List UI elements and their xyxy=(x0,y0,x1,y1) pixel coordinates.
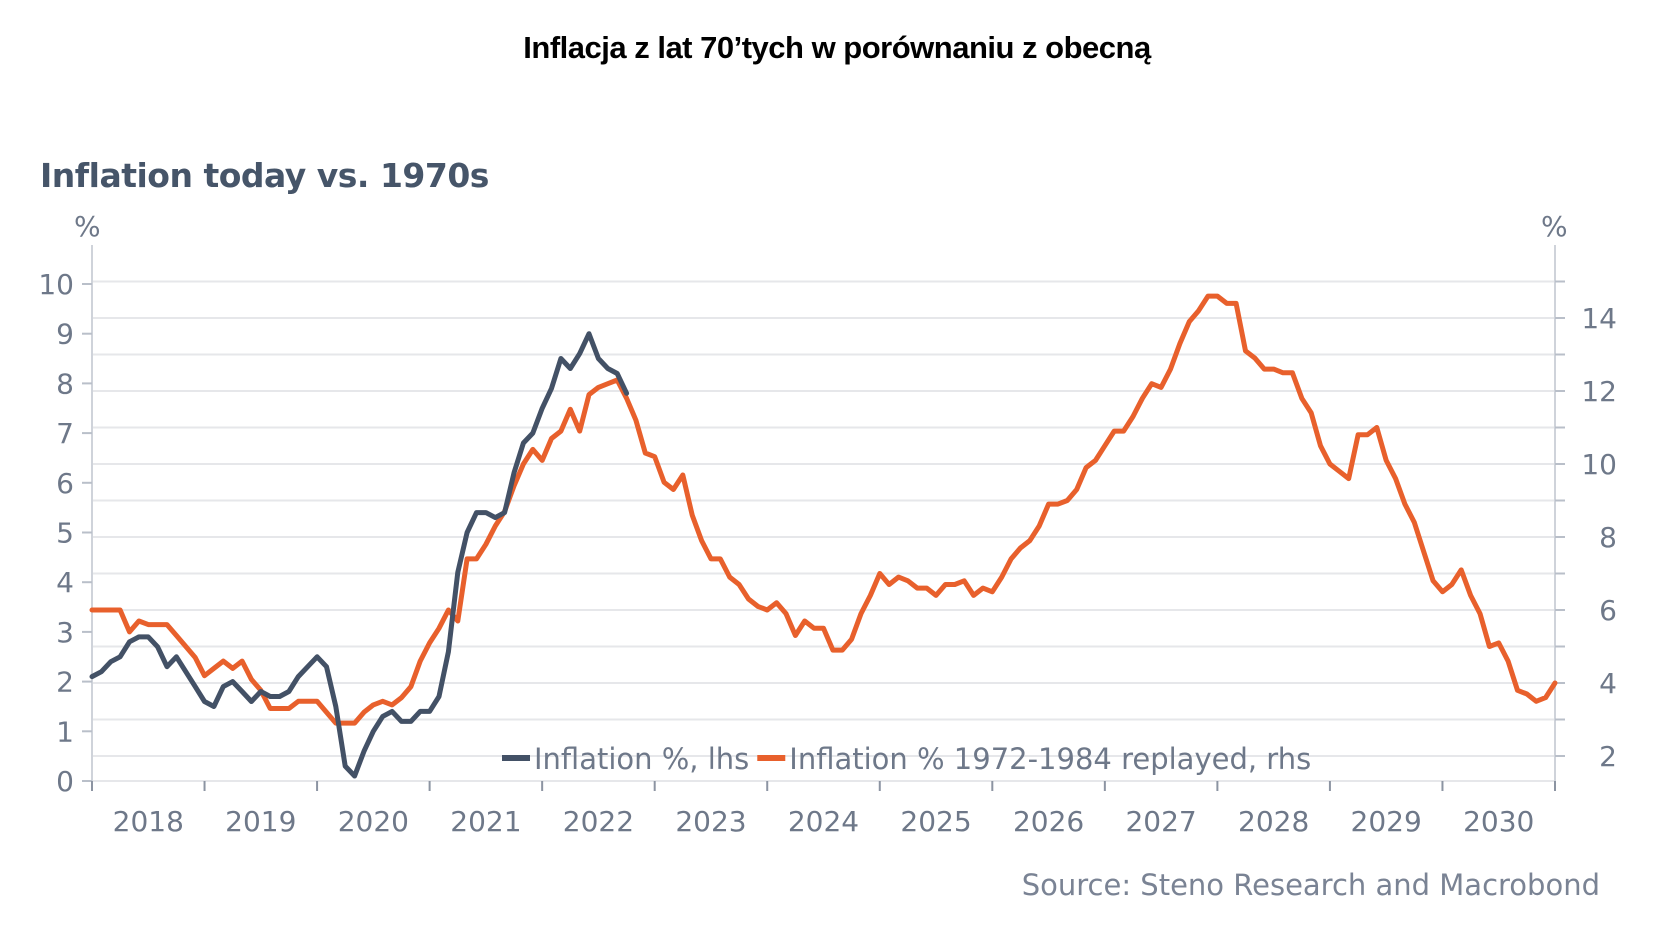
left-tick-label: 2 xyxy=(56,666,74,699)
x-axis-ticks: 2018 2019 2020 2021 2022 2023 2024 2025 2026 2027… xyxy=(91,781,1556,838)
x-tick-label: 2030 xyxy=(1463,805,1534,838)
right-tick-label: 2 xyxy=(1599,740,1617,773)
x-tick-label: 2019 xyxy=(225,805,296,838)
left-tick-label: 4 xyxy=(56,566,74,599)
left-axis-ticks: 0 1 2 3 4 5 6 7 8 9 10 xyxy=(38,268,92,798)
right-tick-label: 14 xyxy=(1581,302,1617,335)
series-line-lhs xyxy=(89,331,630,779)
x-tick-label: 2029 xyxy=(1351,805,1422,838)
left-tick-label: 8 xyxy=(56,367,74,400)
left-tick-label: 1 xyxy=(56,715,74,748)
x-tick-label: 2024 xyxy=(788,805,859,838)
left-tick-label: 9 xyxy=(56,318,74,351)
page-title: Inflacja z lat 70’tych w porównaniu z ob… xyxy=(523,30,1151,65)
right-axis-ticks: 2 4 6 8 10 12 14 xyxy=(1555,280,1617,773)
right-tick-label: 4 xyxy=(1599,667,1617,700)
axes xyxy=(91,245,1556,789)
x-tick-label: 2020 xyxy=(338,805,409,838)
x-tick-label: 2027 xyxy=(1125,805,1196,838)
series-line-rhs xyxy=(89,293,1558,726)
left-tick-label: 5 xyxy=(56,517,74,550)
x-tick-label: 2018 xyxy=(113,805,184,838)
right-tick-label: 6 xyxy=(1599,594,1617,627)
series-lines xyxy=(89,293,1558,779)
x-tick-label: 2028 xyxy=(1238,805,1309,838)
left-tick-label: 3 xyxy=(56,616,74,649)
legend-label-rhs: Inflation % 1972-1984 replayed, rhs xyxy=(789,742,1311,776)
right-tick-label: 10 xyxy=(1581,448,1617,481)
right-tick-label: 12 xyxy=(1581,375,1617,408)
right-axis-unit: % xyxy=(1541,210,1568,243)
x-tick-label: 2023 xyxy=(675,805,746,838)
legend: Inflation %, lhs Inflation % 1972-1984 r… xyxy=(502,742,1311,776)
gridlines xyxy=(92,280,1555,782)
right-tick-label: 8 xyxy=(1599,521,1617,554)
x-tick-label: 2022 xyxy=(563,805,634,838)
left-axis-unit: % xyxy=(74,210,101,243)
x-tick-label: 2021 xyxy=(450,805,521,838)
legend-label-lhs: Inflation %, lhs xyxy=(534,742,749,776)
left-tick-label: 6 xyxy=(56,467,74,500)
left-tick-label: 10 xyxy=(38,268,74,301)
left-tick-label: 7 xyxy=(56,417,74,450)
left-tick-label: 0 xyxy=(56,765,74,798)
chart-title: Inflation today vs. 1970s xyxy=(40,156,489,195)
source-note: Source: Steno Research and Macrobond xyxy=(1021,868,1600,902)
x-tick-label: 2026 xyxy=(1013,805,1084,838)
x-tick-label: 2025 xyxy=(900,805,971,838)
